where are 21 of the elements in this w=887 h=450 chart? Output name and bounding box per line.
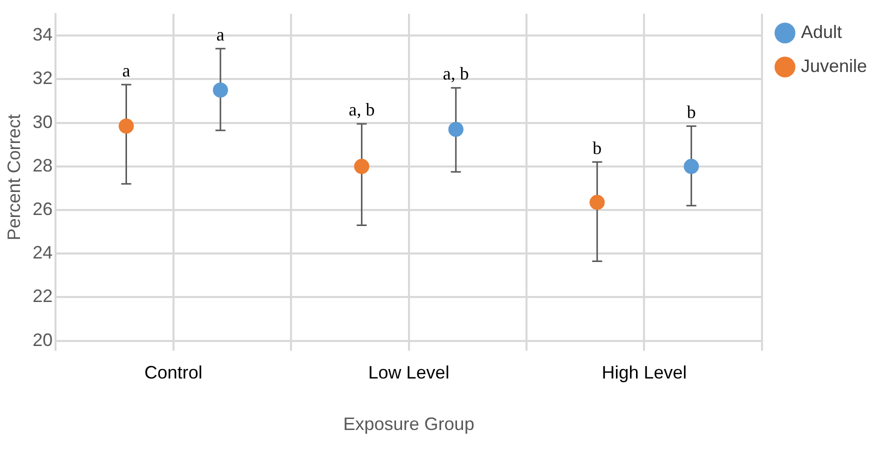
x-tick-label: High Level: [602, 362, 687, 383]
y-tick-label: 26: [32, 198, 53, 219]
y-tick-label: 34: [32, 24, 53, 45]
y-tick-label: 28: [32, 155, 53, 176]
data-label: a: [122, 60, 130, 80]
data-label: b: [686, 102, 696, 122]
data-label: a, b: [442, 64, 469, 84]
y-tick-label: 30: [32, 112, 53, 132]
y-tick-label: 20: [32, 330, 53, 350]
legend-label: Juvenile: [800, 56, 868, 76]
x-axis-title: Exposure Group: [343, 414, 474, 434]
data-label: a: [216, 24, 224, 44]
y-axis-title: Percent Correct: [4, 114, 24, 240]
y-tick-label: 22: [32, 286, 53, 306]
x-tick-label: Low Level: [368, 362, 450, 383]
legend-label: Adult: [800, 22, 842, 42]
data-label: a, b: [348, 100, 375, 120]
data-label: b: [592, 138, 602, 158]
y-tick-label: 32: [32, 68, 53, 88]
x-tick-label: Control: [144, 362, 202, 383]
y-tick-label: 24: [32, 242, 53, 263]
